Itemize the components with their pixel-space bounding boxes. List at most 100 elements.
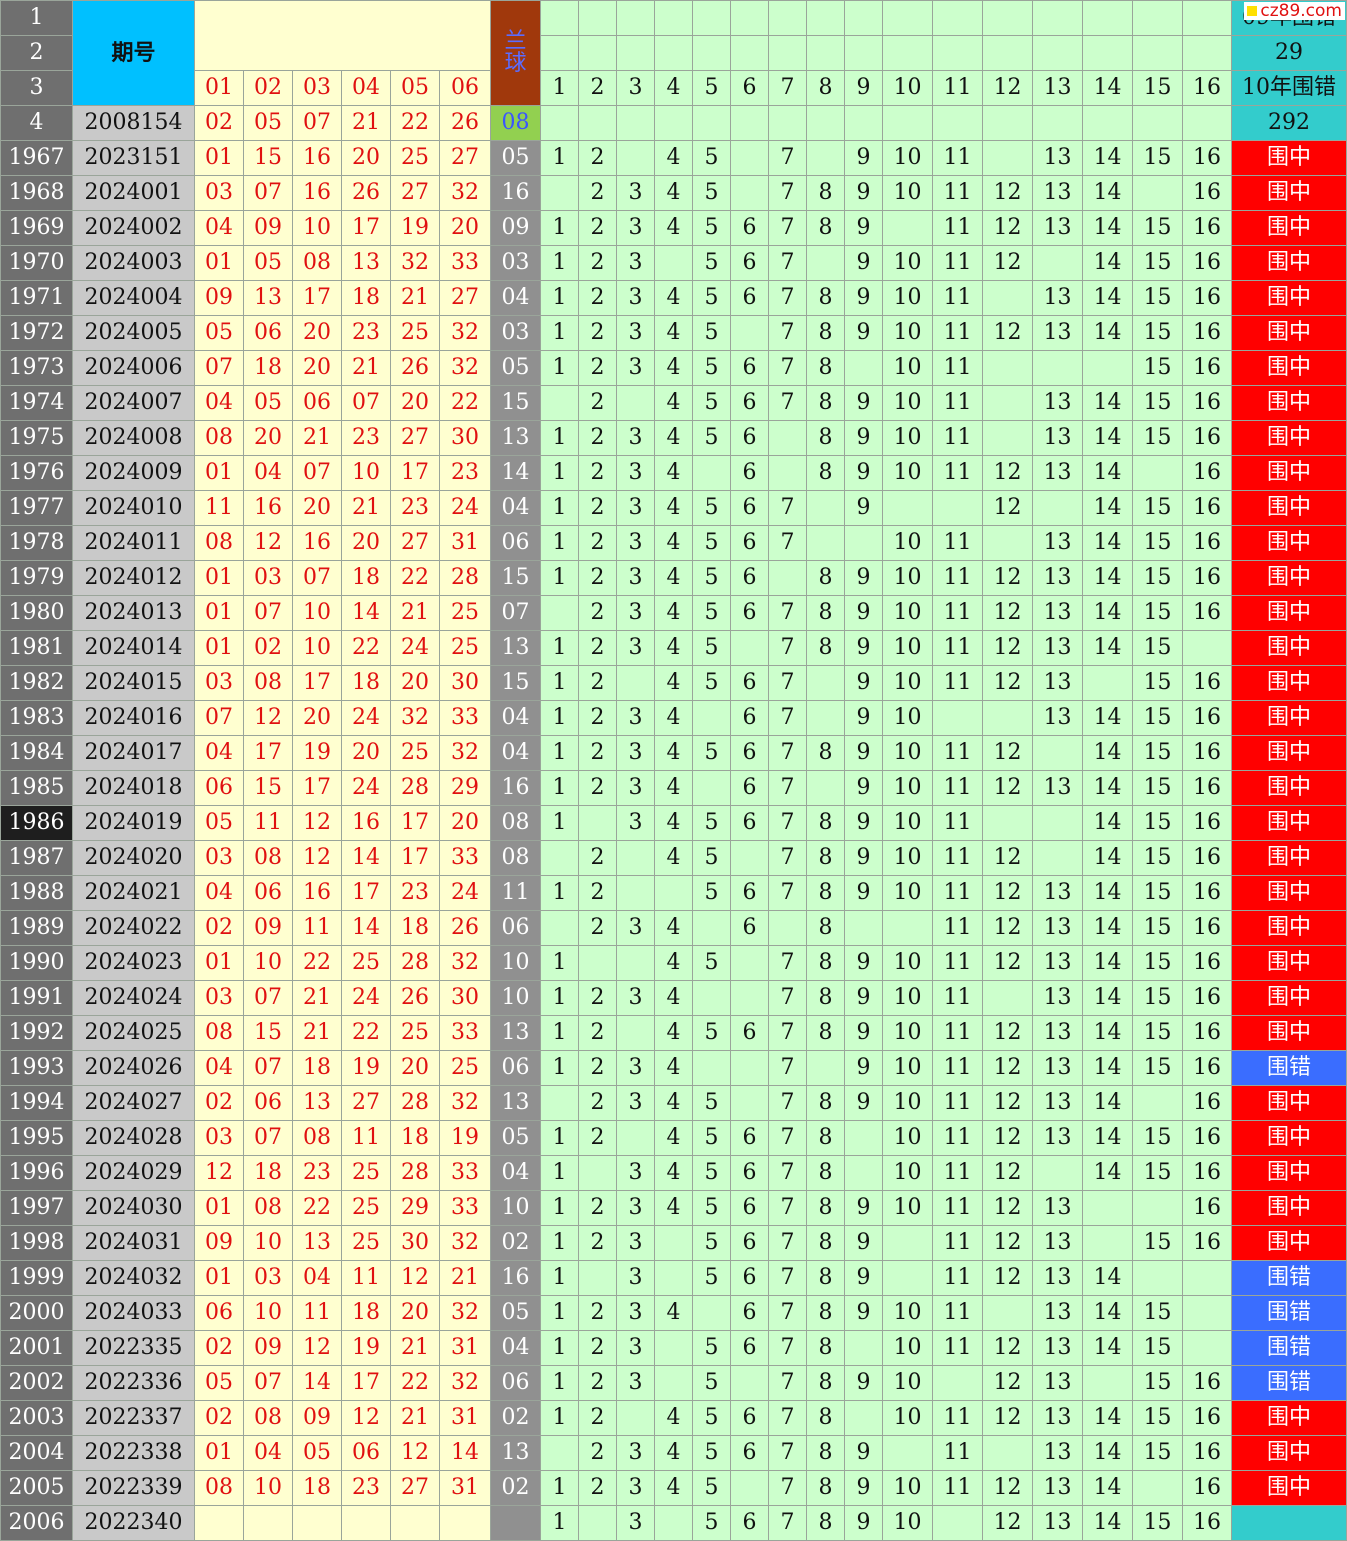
green-number-cell[interactable] — [982, 1435, 1033, 1471]
red-ball-cell[interactable]: 27 — [390, 1470, 440, 1506]
green-number-cell[interactable] — [1182, 1295, 1232, 1331]
red-ball-cell[interactable]: 22 — [341, 630, 391, 666]
green-number-cell[interactable]: 2 — [578, 1190, 617, 1226]
row-number[interactable]: 1979 — [0, 560, 73, 596]
green-number-cell[interactable]: 2 — [578, 665, 617, 701]
red-ball-cell[interactable]: 07 — [194, 700, 244, 736]
red-ball-cell[interactable]: 01 — [194, 1435, 244, 1471]
green-number-cell[interactable]: 1 — [540, 490, 579, 526]
row-number[interactable]: 1995 — [0, 1120, 73, 1156]
red-ball-cell[interactable]: 25 — [390, 735, 440, 771]
red-ball-cell[interactable]: 17 — [243, 735, 293, 771]
green-number-cell[interactable] — [654, 105, 693, 141]
green-number-cell[interactable] — [1132, 1470, 1183, 1506]
status-cell[interactable]: 围中 — [1231, 840, 1347, 876]
green-number-cell[interactable]: 11 — [932, 665, 983, 701]
green-number-cell[interactable]: 1 — [540, 1365, 579, 1401]
status-cell[interactable]: 围中 — [1231, 630, 1347, 666]
red-ball-cell[interactable]: 01 — [194, 1190, 244, 1226]
green-number-cell[interactable]: 5 — [692, 1225, 731, 1261]
green-number-cell[interactable]: 1 — [540, 315, 579, 351]
green-header-blank[interactable] — [932, 35, 983, 71]
red-ball-cell[interactable]: 19 — [341, 1330, 391, 1366]
red-ball-cell[interactable]: 20 — [292, 350, 342, 386]
blue-ball-cell[interactable]: 13 — [490, 420, 541, 456]
green-number-cell[interactable]: 9 — [844, 1225, 883, 1261]
green-number-cell[interactable]: 9 — [844, 665, 883, 701]
green-number-cell[interactable]: 8 — [806, 280, 845, 316]
green-number-cell[interactable]: 10 — [882, 455, 933, 491]
blue-ball-cell[interactable]: 13 — [490, 1015, 541, 1051]
status-cell[interactable]: 围中 — [1231, 1015, 1347, 1051]
blue-ball-cell[interactable]: 05 — [490, 350, 541, 386]
green-number-cell[interactable]: 4 — [654, 1120, 693, 1156]
green-number-cell[interactable]: 3 — [616, 910, 655, 946]
green-number-cell[interactable]: 13 — [1032, 1190, 1083, 1226]
green-number-cell[interactable]: 12 — [982, 735, 1033, 771]
red-ball-cell[interactable]: 33 — [439, 1190, 491, 1226]
green-number-cell[interactable]: 7 — [768, 1085, 807, 1121]
green-number-cell[interactable]: 1 — [540, 1295, 579, 1331]
green-number-cell[interactable]: 7 — [768, 700, 807, 736]
row-number[interactable]: 1974 — [0, 385, 73, 421]
green-number-cell[interactable] — [730, 840, 769, 876]
green-number-cell[interactable]: 5 — [692, 525, 731, 561]
red-ball-cell[interactable]: 10 — [292, 210, 342, 246]
green-number-cell[interactable]: 10 — [882, 525, 933, 561]
row-number[interactable]: 1975 — [0, 420, 73, 456]
blue-ball-cell[interactable]: 04 — [490, 1155, 541, 1191]
green-number-cell[interactable]: 11 — [932, 1050, 983, 1086]
red-ball-cell[interactable]: 04 — [194, 210, 244, 246]
red-column-header[interactable]: 03 — [292, 70, 342, 106]
green-number-cell[interactable] — [844, 105, 883, 141]
green-number-cell[interactable]: 11 — [932, 980, 983, 1016]
green-number-cell[interactable]: 6 — [730, 420, 769, 456]
green-number-cell[interactable]: 15 — [1132, 350, 1183, 386]
row-number[interactable]: 3 — [0, 70, 73, 106]
green-number-cell[interactable]: 12 — [982, 1225, 1033, 1261]
green-number-cell[interactable]: 8 — [806, 875, 845, 911]
red-ball-cell[interactable]: 18 — [341, 280, 391, 316]
red-ball-cell[interactable]: 22 — [292, 945, 342, 981]
row-number[interactable]: 1985 — [0, 770, 73, 806]
red-ball-cell[interactable]: 18 — [292, 1470, 342, 1506]
red-ball-cell[interactable]: 23 — [341, 315, 391, 351]
green-number-cell[interactable] — [882, 1260, 933, 1296]
period-cell[interactable]: 2022336 — [72, 1365, 195, 1401]
green-number-cell[interactable] — [932, 490, 983, 526]
green-number-cell[interactable]: 14 — [1082, 945, 1133, 981]
green-number-cell[interactable]: 3 — [616, 280, 655, 316]
red-ball-cell[interactable]: 08 — [243, 1400, 293, 1436]
red-ball-cell[interactable]: 18 — [390, 910, 440, 946]
period-cell[interactable]: 2024016 — [72, 700, 195, 736]
green-number-cell[interactable] — [616, 1400, 655, 1436]
red-ball-cell[interactable]: 25 — [341, 945, 391, 981]
green-number-cell[interactable]: 10 — [882, 1470, 933, 1506]
green-number-cell[interactable] — [616, 945, 655, 981]
green-number-cell[interactable]: 14 — [1082, 1155, 1133, 1191]
green-number-cell[interactable]: 10 — [882, 735, 933, 771]
green-number-cell[interactable]: 14 — [1082, 1295, 1133, 1331]
green-number-cell[interactable]: 13 — [1032, 385, 1083, 421]
blue-ball-cell[interactable]: 16 — [490, 1260, 541, 1296]
red-ball-cell[interactable]: 11 — [341, 1120, 391, 1156]
green-number-cell[interactable] — [1032, 1155, 1083, 1191]
green-number-cell[interactable]: 10 — [882, 1190, 933, 1226]
green-number-cell[interactable]: 7 — [768, 315, 807, 351]
red-ball-cell[interactable]: 02 — [243, 630, 293, 666]
green-header-blank[interactable] — [982, 0, 1033, 36]
green-number-cell[interactable]: 7 — [768, 805, 807, 841]
green-number-cell[interactable]: 3 — [616, 455, 655, 491]
green-number-cell[interactable]: 11 — [932, 350, 983, 386]
red-ball-cell[interactable]: 17 — [341, 1365, 391, 1401]
green-number-cell[interactable]: 1 — [540, 1015, 579, 1051]
red-ball-cell[interactable]: 27 — [390, 420, 440, 456]
green-number-cell[interactable]: 7 — [768, 1120, 807, 1156]
green-number-cell[interactable] — [844, 1155, 883, 1191]
green-number-cell[interactable]: 12 — [982, 1050, 1033, 1086]
green-number-cell[interactable]: 7 — [768, 1015, 807, 1051]
green-number-cell[interactable]: 15 — [1132, 245, 1183, 281]
red-ball-cell[interactable] — [243, 1505, 293, 1541]
green-number-cell[interactable]: 13 — [1032, 455, 1083, 491]
green-number-cell[interactable]: 10 — [882, 1050, 933, 1086]
